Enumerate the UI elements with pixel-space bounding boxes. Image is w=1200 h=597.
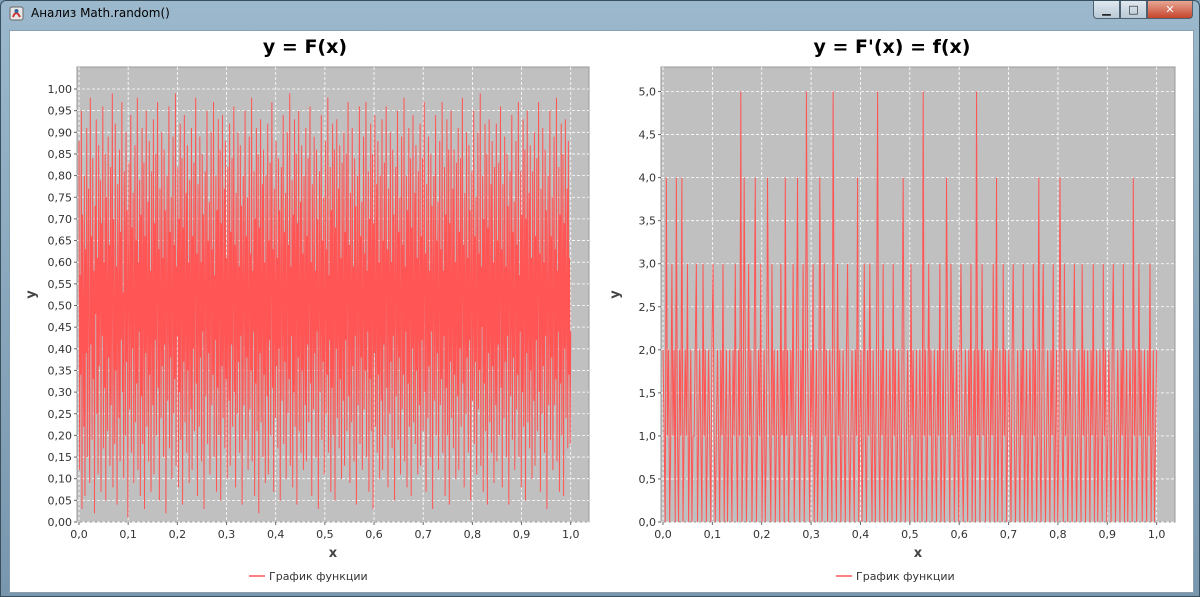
y-tick-label: 0,65 — [48, 235, 73, 248]
y-tick-label: 0,10 — [48, 473, 73, 486]
x-tick-label: 0,4 — [267, 528, 285, 541]
y-tick-label: 2,0 — [639, 344, 657, 357]
y-axis-label: y — [24, 290, 39, 299]
x-tick-label: 1,0 — [1148, 528, 1166, 541]
chart-1: y = F(x) 0,00 0,05 0,10 0,15 0,20 0,25 0,30 0,35… — [24, 36, 590, 583]
legend-label: График функции — [269, 570, 368, 583]
y-tick-label: 0,90 — [48, 126, 73, 139]
y-tick-label: 4,5 — [639, 129, 657, 142]
series-line — [662, 91, 1158, 523]
y-tick-label: 0,75 — [48, 191, 73, 204]
y-tick-label: 1,00 — [48, 83, 73, 96]
x-tick-label: 0,7 — [1000, 528, 1018, 541]
x-tick-label: 0,0 — [70, 528, 88, 541]
java-app-icon — [9, 6, 24, 21]
y-tick-label: 0,25 — [48, 408, 73, 421]
y-tick-label: 0,50 — [48, 300, 73, 313]
charts-canvas: y = F(x)0,000,050,100,150,200,250,300,35… — [24, 36, 1176, 583]
title-bar[interactable]: Анализ Math.random() ▁ □ ✕ — [1, 1, 1199, 26]
minimize-button[interactable]: ▁ — [1093, 1, 1120, 19]
x-tick-label: 0,6 — [365, 528, 383, 541]
y-tick-label: 0,00 — [48, 516, 73, 529]
legend-label: График функции — [856, 570, 955, 583]
x-tick-label: 0,1 — [704, 528, 722, 541]
y-tick-label: 0,05 — [48, 494, 73, 507]
y-tick-label: 3,5 — [639, 215, 657, 228]
x-tick-label: 1,0 — [562, 528, 580, 541]
chart-title: y = F(x) — [263, 36, 347, 58]
x-tick-label: 0,6 — [950, 528, 968, 541]
y-tick-label: 0,15 — [48, 451, 73, 464]
x-tick-label: 0,3 — [802, 528, 820, 541]
x-tick-label: 0,9 — [1099, 528, 1117, 541]
maximize-button[interactable]: □ — [1120, 1, 1147, 19]
x-tick-label: 0,3 — [218, 528, 236, 541]
client-area: y = F(x) 0,00 0,05 0,10 0,15 0,20 0,25 0,30 0,35… — [9, 30, 1194, 593]
y-tick-label: 0,30 — [48, 386, 73, 399]
y-tick-label: 3,0 — [639, 258, 657, 271]
y-tick-label: 0,70 — [48, 213, 73, 226]
y-tick-label: 0,60 — [48, 256, 73, 269]
close-button[interactable]: ✕ — [1147, 1, 1193, 19]
y-tick-label: 0,80 — [48, 170, 73, 183]
x-tick-label: 0,8 — [464, 528, 482, 541]
y-tick-label: 0,20 — [48, 429, 73, 442]
x-axis-label: x — [914, 546, 923, 561]
y-tick-label: 4,0 — [639, 172, 657, 185]
chart-title: y = F'(x) = f(x) — [814, 36, 971, 58]
y-tick-label: 0,35 — [48, 364, 73, 377]
x-tick-label: 0,5 — [901, 528, 919, 541]
y-tick-label: 0,95 — [48, 105, 73, 118]
x-tick-label: 0,4 — [852, 528, 870, 541]
y-tick-label: 5,0 — [639, 86, 657, 99]
y-tick-label: 0,0 — [639, 516, 657, 529]
y-tick-label: 0,85 — [48, 148, 73, 161]
x-tick-label: 0,9 — [513, 528, 531, 541]
y-tick-label: 1,5 — [639, 387, 657, 400]
y-tick-label: 0,40 — [48, 343, 73, 356]
x-tick-label: 0,1 — [119, 528, 137, 541]
y-tick-label: 0,55 — [48, 278, 73, 291]
y-tick-label: 1,0 — [639, 430, 657, 443]
y-tick-label: 0,5 — [639, 473, 657, 486]
x-tick-label: 0,5 — [316, 528, 334, 541]
chart-2: y = F'(x) = f(x) 0,0 0,5 1,0 1,5 2,0 2,5 3,0 3,5… — [608, 36, 1176, 583]
x-tick-label: 0,2 — [169, 528, 187, 541]
x-tick-label: 0,8 — [1049, 528, 1067, 541]
y-tick-label: 0,45 — [48, 321, 73, 334]
x-tick-label: 0,2 — [753, 528, 771, 541]
window-title: Анализ Math.random() — [31, 6, 170, 20]
x-tick-label: 0,0 — [654, 528, 672, 541]
x-axis-label: x — [329, 546, 338, 561]
y-axis-label: y — [608, 290, 623, 299]
series-line — [78, 93, 572, 518]
window-controls: ▁ □ ✕ — [1093, 1, 1193, 21]
x-tick-label: 0,7 — [414, 528, 432, 541]
y-tick-label: 2,5 — [639, 301, 657, 314]
